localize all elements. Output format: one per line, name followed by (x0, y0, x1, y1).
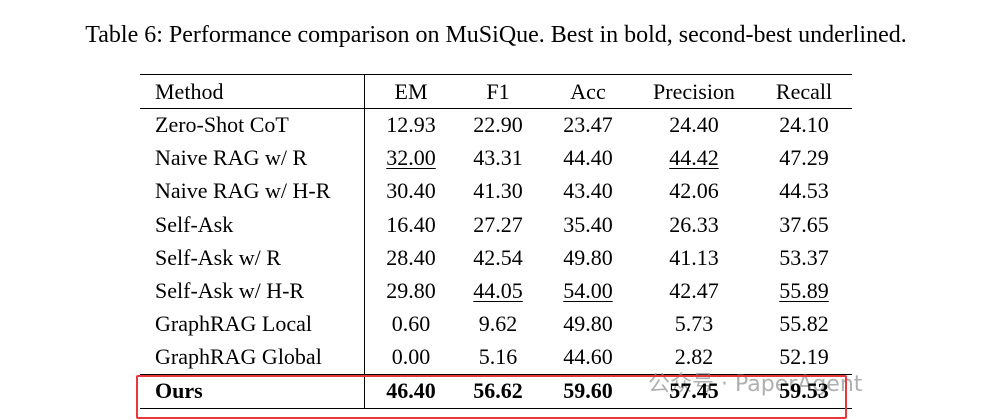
value-cell: 32.00 (386, 145, 436, 171)
value-cell: 49.80 (563, 244, 613, 270)
value-cell: 42.47 (669, 278, 719, 303)
value-cell: 44.05 (473, 278, 523, 303)
value-cell: 42.06 (669, 178, 719, 204)
value-cell: 44.42 (669, 145, 719, 171)
value-cell: 43.31 (473, 145, 523, 171)
method-cell: GraphRAG Global (155, 344, 322, 370)
value-cell: 44.53 (779, 178, 829, 204)
value-cell: 55.89 (779, 278, 829, 303)
value-cell: 16.40 (386, 211, 436, 237)
header-cell: EM (394, 79, 428, 104)
header-rule (140, 108, 852, 109)
value-cell: 26.33 (669, 211, 719, 237)
value-cell: 37.65 (779, 211, 829, 237)
value-cell: 0.60 (391, 311, 431, 337)
value-cell: 47.29 (779, 145, 829, 171)
value-cell: 44.60 (563, 344, 613, 370)
value-cell: 59.53 (779, 377, 829, 403)
value-cell: 35.40 (563, 211, 613, 237)
header-cell: Method (155, 79, 224, 104)
value-cell: 52.19 (779, 344, 829, 370)
method-cell: Naive RAG w/ R (155, 145, 308, 171)
highlight-box (136, 375, 847, 419)
value-cell: 27.27 (473, 211, 523, 237)
value-cell: 53.37 (779, 244, 829, 270)
method-cell: Self-Ask w/ H-R (155, 278, 305, 303)
method-cell: Self-Ask (155, 211, 234, 237)
value-cell: 24.10 (779, 112, 829, 137)
value-cell: 23.47 (563, 112, 613, 137)
value-cell: 29.80 (386, 278, 436, 303)
table-caption: Table 6: Performance comparison on MuSiQ… (85, 22, 907, 48)
value-cell: 24.40 (669, 112, 719, 137)
value-cell: 41.30 (473, 178, 523, 204)
value-cell: 28.40 (386, 244, 436, 270)
value-cell: 57.45 (669, 377, 719, 403)
method-cell: Ours (155, 377, 203, 403)
header-cell: F1 (486, 79, 510, 104)
method-cell: Zero-Shot CoT (155, 112, 289, 137)
header-cell: Acc (570, 79, 606, 104)
value-cell: 55.82 (779, 311, 829, 337)
method-cell: Naive RAG w/ H-R (155, 178, 331, 204)
value-cell: 22.90 (473, 112, 523, 137)
value-cell: 46.40 (386, 377, 436, 403)
value-cell: 12.93 (386, 112, 436, 137)
value-cell: 59.60 (563, 377, 613, 403)
column-divider (364, 74, 365, 409)
value-cell: 42.54 (473, 244, 523, 270)
mid-rule (140, 374, 852, 375)
value-cell: 9.62 (478, 311, 518, 337)
value-cell: 5.16 (478, 344, 518, 370)
value-cell: 49.80 (563, 311, 613, 337)
value-cell: 41.13 (669, 244, 719, 270)
bottom-rule (140, 408, 852, 410)
value-cell: 54.00 (563, 278, 613, 303)
value-cell: 43.40 (563, 178, 613, 204)
value-cell: 2.82 (674, 344, 714, 370)
method-cell: GraphRAG Local (155, 311, 313, 337)
header-cell: Recall (775, 79, 833, 104)
value-cell: 5.73 (674, 311, 714, 337)
method-cell: Self-Ask w/ R (155, 244, 281, 270)
value-cell: 0.00 (391, 344, 431, 370)
header-cell: Precision (653, 79, 735, 104)
top-rule (140, 74, 852, 76)
value-cell: 44.40 (563, 145, 613, 171)
value-cell: 56.62 (473, 377, 523, 403)
value-cell: 30.40 (386, 178, 436, 204)
